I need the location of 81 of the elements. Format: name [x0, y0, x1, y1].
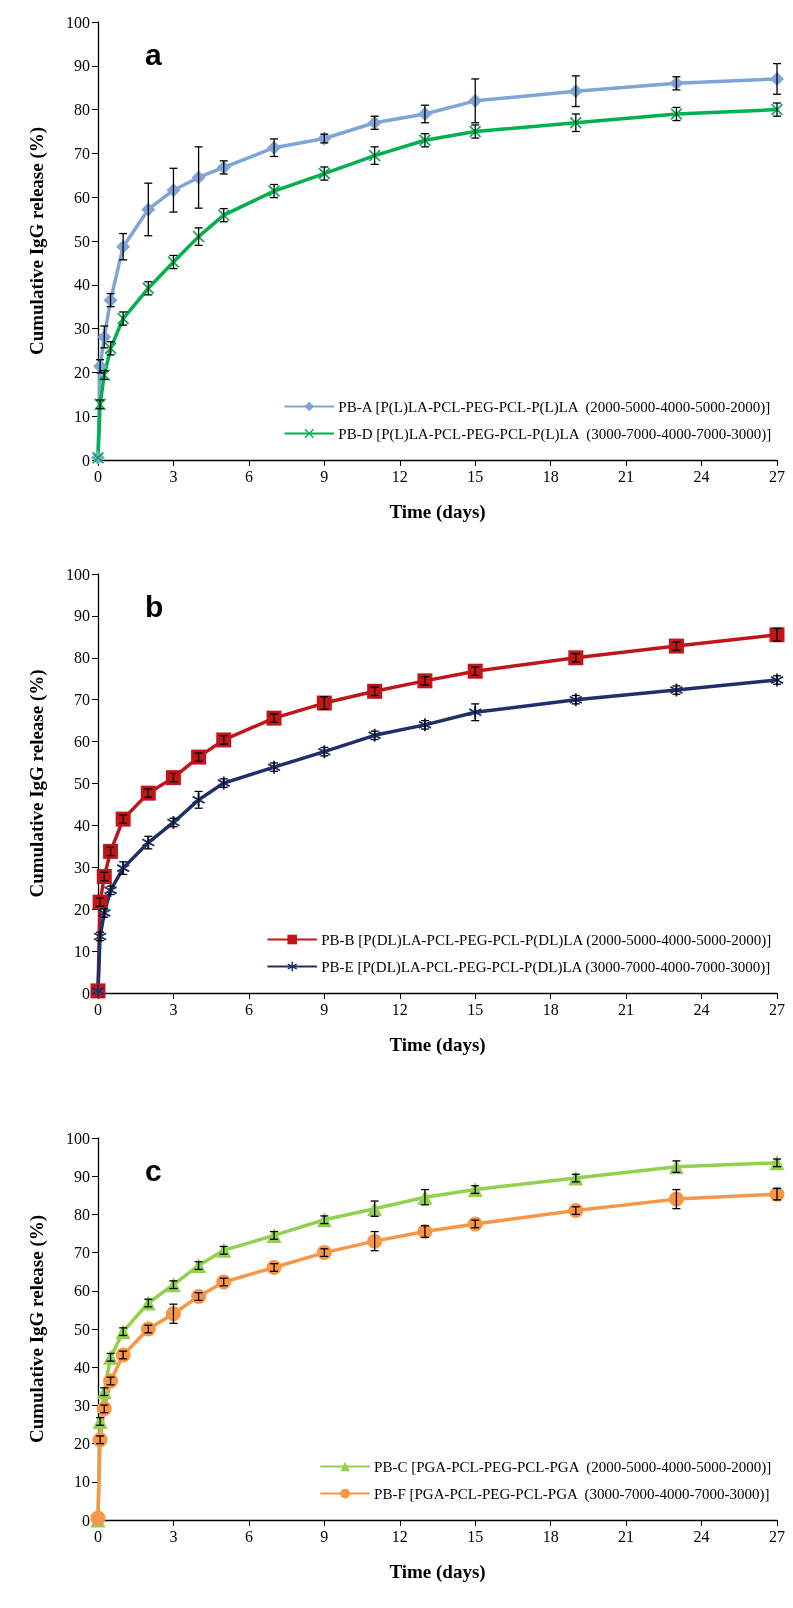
x-axis-title: Time (days) — [389, 1561, 486, 1583]
y-tick-label: 90 — [74, 607, 90, 625]
x-tick-label: 12 — [391, 1527, 408, 1545]
y-tick-label: 20 — [74, 1435, 90, 1453]
x-tick-label: 9 — [320, 467, 329, 485]
x-tick-label: 12 — [391, 467, 408, 485]
x-tick-label: 21 — [618, 467, 635, 485]
y-tick-label: 0 — [82, 984, 90, 1002]
legend-label: PB-E [P(DL)LA-PCL-PEG-PCL-P(DL)LA (3000-7000-4000-7000-3000)] — [321, 958, 771, 976]
y-tick-label: 30 — [74, 320, 90, 338]
y-tick-label: 60 — [74, 733, 90, 751]
y-tick-label: 10 — [74, 1473, 90, 1491]
legend-label: PB-B [P(DL)LA-PCL-PEG-PCL-P(DL)LA (2000-5000-4000-5000-2000)] — [321, 931, 772, 949]
y-tick-label: 30 — [74, 858, 90, 876]
x-tick-label: 12 — [391, 1000, 408, 1018]
x-tick-label: 24 — [693, 467, 710, 485]
x-axis-title: Time (days) — [389, 501, 486, 523]
x-tick-label: 27 — [769, 467, 785, 485]
x-axis-title: Time (days) — [389, 1034, 486, 1056]
x-tick-label: 27 — [769, 1527, 785, 1545]
x-tick-label: 0 — [94, 1527, 102, 1545]
y-tick-label: 30 — [74, 1396, 90, 1414]
x-tick-label: 9 — [320, 1000, 329, 1018]
y-tick-label: 50 — [74, 1320, 90, 1338]
y-axis-title: Cumulative IgG release (%) — [26, 126, 48, 356]
x-tick-label: 0 — [94, 467, 102, 485]
y-tick-label: 80 — [74, 1205, 90, 1223]
x-tick-label: 21 — [618, 1000, 635, 1018]
y-tick-label: 90 — [74, 57, 90, 75]
x-tick-label: 6 — [244, 467, 253, 485]
x-tick-label: 24 — [693, 1527, 710, 1545]
y-tick-label: 70 — [74, 1244, 90, 1262]
x-tick-label: 6 — [244, 1527, 253, 1545]
x-tick-label: 3 — [169, 1000, 178, 1018]
text: a — [145, 37, 162, 71]
x-tick-label: 0 — [94, 1000, 102, 1018]
x-tick-label: 3 — [169, 1527, 178, 1545]
legend-label: PB-A [P(L)LA-PCL-PEG-PCL-P(L)LA (2000-5000-4000-5000-2000)] — [338, 398, 771, 416]
y-tick-label: 0 — [82, 451, 90, 469]
y-tick-label: 60 — [74, 1282, 90, 1300]
y-tick-label: 10 — [74, 942, 90, 960]
y-tick-label: 40 — [74, 816, 90, 834]
y-tick-label: 20 — [74, 900, 90, 918]
x-tick-label: 15 — [467, 1000, 484, 1018]
y-tick-label: 100 — [66, 565, 90, 583]
x-tick-label: 9 — [320, 1527, 329, 1545]
x-tick-label: 24 — [693, 1000, 710, 1018]
x-tick-label: 3 — [169, 467, 178, 485]
x-tick-label: 15 — [467, 1527, 484, 1545]
legend-label: PB-F [PGA-PCL-PEG-PCL-PGA (3000-7000-4000-7000-3000)] — [374, 1485, 770, 1503]
point — [96, 869, 112, 885]
y-tick-label: 0 — [82, 1511, 90, 1529]
y-tick-label: 50 — [74, 232, 90, 250]
y-tick-label: 70 — [74, 144, 90, 162]
legend-label: PB-D [P(L)LA-PCL-PEG-PCL-P(L)LA (3000-7000-4000-7000-3000)] — [338, 425, 772, 443]
y-tick-label: 80 — [74, 101, 90, 119]
x-tick-label: 18 — [542, 1000, 559, 1018]
y-tick-label: 50 — [74, 775, 90, 792]
x-tick-label: 18 — [542, 1527, 559, 1545]
x-tick-label: 21 — [618, 1527, 635, 1545]
y-axis-title: Cumulative IgG release (%) — [26, 669, 48, 898]
point — [192, 230, 205, 243]
y-tick-label: 70 — [74, 691, 90, 709]
y-tick-label: 100 — [66, 1129, 90, 1147]
text: b — [145, 589, 164, 623]
y-axis-title: Cumulative IgG release (%) — [26, 1214, 48, 1444]
y-tick-label: 40 — [74, 276, 90, 294]
x-tick-label: 18 — [542, 467, 559, 485]
text: c — [145, 1153, 162, 1187]
y-tick-label: 60 — [74, 188, 90, 206]
y-tick-label: 40 — [74, 1358, 90, 1376]
point — [569, 116, 582, 129]
y-tick-label: 20 — [74, 363, 90, 381]
y-tick-label: 100 — [66, 13, 90, 31]
x-tick-label: 15 — [467, 467, 484, 485]
x-tick-label: 27 — [769, 1000, 785, 1018]
y-tick-label: 80 — [74, 649, 90, 667]
y-tick-label: 90 — [74, 1167, 90, 1185]
y-tick-label: 10 — [74, 407, 90, 425]
x-tick-label: 6 — [244, 1000, 253, 1018]
legend-label: PB-C [PGA-PCL-PEG-PCL-PGA (2000-5000-4000-5000-2000)] — [374, 1458, 772, 1476]
